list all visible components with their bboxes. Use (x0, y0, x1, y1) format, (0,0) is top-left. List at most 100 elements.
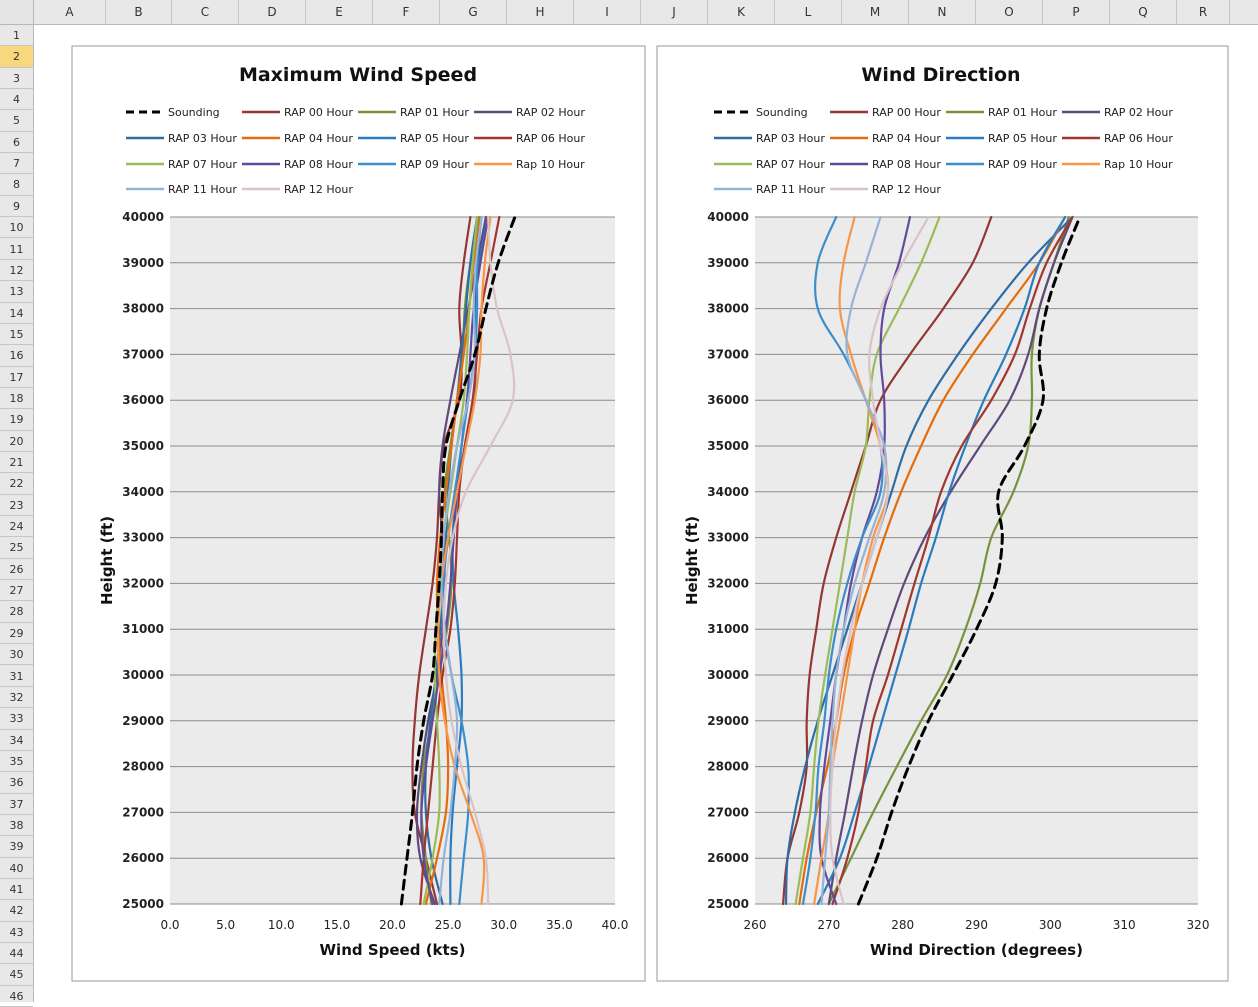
row-header-23[interactable]: 23 (0, 495, 33, 517)
column-header-l[interactable]: L (775, 0, 842, 24)
series-line-rap-08-hour (818, 215, 912, 906)
row-header-6[interactable]: 6 (0, 132, 33, 154)
column-header-a[interactable]: A (34, 0, 106, 24)
row-header-16[interactable]: 16 (0, 345, 33, 367)
row-header-32[interactable]: 32 (0, 687, 33, 709)
column-header-n[interactable]: N (909, 0, 976, 24)
y-tick-label: 37000 (707, 347, 749, 361)
row-header-43[interactable]: 43 (0, 922, 33, 944)
legend-label: RAP 12 Hour (872, 183, 941, 196)
y-axis-title: Height (ft) (98, 516, 116, 605)
column-header-c[interactable]: C (172, 0, 239, 24)
y-tick-label: 32000 (707, 576, 749, 590)
row-header-20[interactable]: 20 (0, 431, 33, 452)
row-header-41[interactable]: 41 (0, 879, 33, 901)
column-header-m[interactable]: M (842, 0, 909, 24)
row-header-31[interactable]: 31 (0, 666, 33, 687)
row-header-34[interactable]: 34 (0, 730, 33, 751)
row-header-30[interactable]: 30 (0, 644, 33, 666)
series-line-sounding (856, 215, 1082, 906)
row-header-22[interactable]: 22 (0, 473, 33, 495)
row-header-19[interactable]: 19 (0, 409, 33, 431)
row-header-40[interactable]: 40 (0, 858, 33, 879)
row-header-25[interactable]: 25 (0, 537, 33, 559)
column-header-o[interactable]: O (976, 0, 1043, 24)
x-tick-label: 310 (1113, 918, 1136, 932)
row-header-9[interactable]: 9 (0, 196, 33, 218)
column-header-q[interactable]: Q (1110, 0, 1177, 24)
row-header-35[interactable]: 35 (0, 751, 33, 773)
legend-label: RAP 09 Hour (400, 158, 469, 171)
row-header-28[interactable]: 28 (0, 601, 33, 623)
row-header-42[interactable]: 42 (0, 900, 33, 922)
series-line-sounding (399, 215, 517, 906)
y-tick-label: 39000 (707, 256, 749, 270)
row-header-2[interactable]: 2 (0, 46, 33, 68)
legend-label: RAP 08 Hour (872, 158, 941, 171)
row-header-14[interactable]: 14 (0, 303, 33, 324)
row-header-24[interactable]: 24 (0, 516, 33, 538)
legend-label: RAP 06 Hour (1104, 132, 1173, 145)
row-header-36[interactable]: 36 (0, 772, 33, 794)
row-header-13[interactable]: 13 (0, 281, 33, 303)
row-header-21[interactable]: 21 (0, 452, 33, 474)
legend-label: RAP 12 Hour (284, 183, 353, 196)
y-tick-label: 25000 (122, 897, 164, 911)
row-header-8[interactable]: 8 (0, 174, 33, 196)
row-header-45[interactable]: 45 (0, 964, 33, 986)
column-header-r[interactable]: R (1177, 0, 1230, 24)
column-header-h[interactable]: H (507, 0, 574, 24)
legend-label: RAP 06 Hour (516, 132, 585, 145)
chart-2: Wind Direction Sounding RAP 00 Hour RAP 01 … (656, 45, 1229, 982)
row-header-46[interactable]: 46 (0, 986, 33, 1007)
row-header-26[interactable]: 26 (0, 559, 33, 581)
column-header-f[interactable]: F (373, 0, 440, 24)
legend-label: RAP 07 Hour (168, 158, 237, 171)
x-tick-label: 280 (891, 918, 914, 932)
row-header-37[interactable]: 37 (0, 794, 33, 815)
y-tick-label: 26000 (707, 851, 749, 865)
row-header-4[interactable]: 4 (0, 89, 33, 111)
column-header-d[interactable]: D (239, 0, 306, 24)
column-header-e[interactable]: E (306, 0, 373, 24)
row-header-1[interactable]: 1 (0, 25, 33, 47)
column-header-b[interactable]: B (106, 0, 172, 24)
y-tick-label: 26000 (122, 851, 164, 865)
x-tick-label: 320 (1187, 918, 1210, 932)
select-all-corner[interactable] (0, 0, 34, 25)
row-header-39[interactable]: 39 (0, 836, 33, 858)
row-header-5[interactable]: 5 (0, 110, 33, 132)
row-header-11[interactable]: 11 (0, 239, 33, 260)
chart-title: Maximum Wind Speed (239, 64, 477, 86)
row-header-27[interactable]: 27 (0, 580, 33, 602)
row-header-44[interactable]: 44 (0, 943, 33, 965)
row-header-3[interactable]: 3 (0, 68, 33, 90)
legend-label: RAP 05 Hour (988, 132, 1057, 145)
column-header-j[interactable]: J (641, 0, 708, 24)
column-header-k[interactable]: K (708, 0, 775, 24)
column-header-g[interactable]: G (440, 0, 507, 24)
column-header-p[interactable]: P (1043, 0, 1110, 24)
row-header-10[interactable]: 10 (0, 217, 33, 239)
row-header-18[interactable]: 18 (0, 388, 33, 410)
y-tick-label: 34000 (707, 485, 749, 499)
row-header-15[interactable]: 15 (0, 324, 33, 346)
legend-label: RAP 11 Hour (756, 183, 825, 196)
y-tick-label: 36000 (122, 393, 164, 407)
column-header-i[interactable]: I (574, 0, 641, 24)
series-line-rap-08-hour (420, 215, 490, 906)
worksheet-grid[interactable]: Maximum Wind Speed Sounding RAP 00 Hour RAP… (34, 25, 1258, 1002)
row-header-33[interactable]: 33 (0, 708, 33, 730)
x-tick-label: 25.0 (435, 918, 462, 932)
series-line-rap-06-hour (419, 215, 501, 906)
y-tick-label: 38000 (122, 302, 164, 316)
x-tick-label: 290 (965, 918, 988, 932)
row-header-7[interactable]: 7 (0, 153, 33, 175)
row-header-17[interactable]: 17 (0, 367, 33, 388)
legend-label: RAP 01 Hour (988, 106, 1057, 119)
series-line-rap-00-hour (411, 215, 472, 906)
row-header-12[interactable]: 12 (0, 260, 33, 282)
row-header-38[interactable]: 38 (0, 815, 33, 837)
row-header-29[interactable]: 29 (0, 623, 33, 645)
